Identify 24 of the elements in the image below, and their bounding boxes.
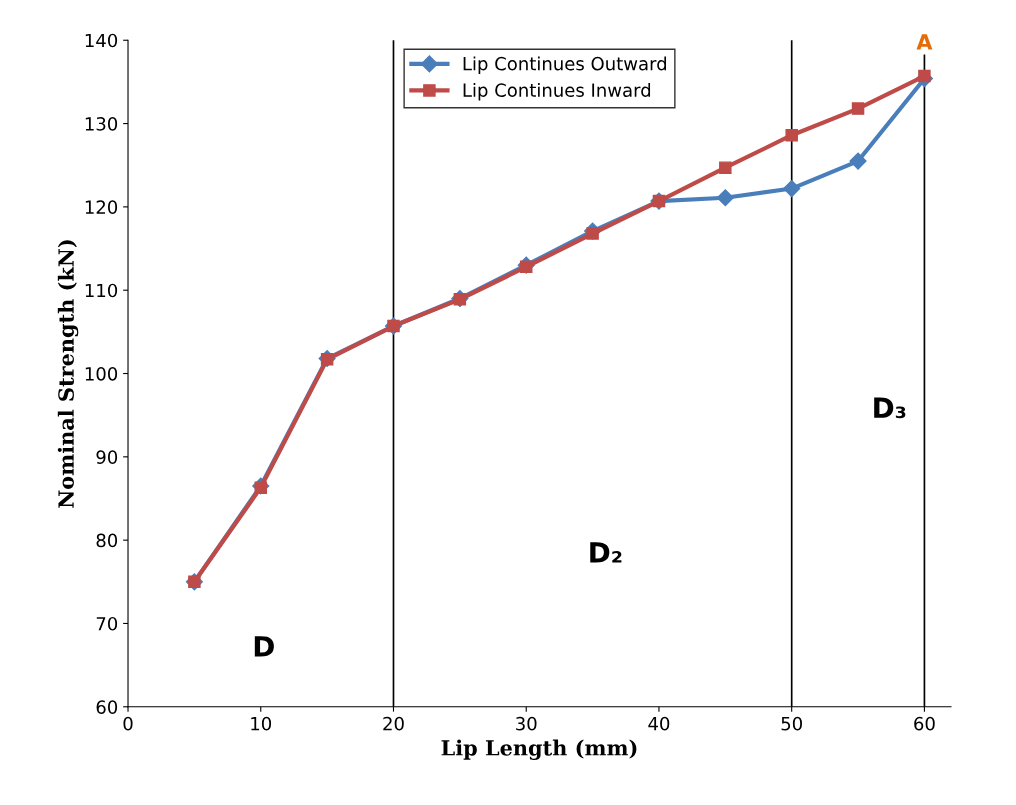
x-axis-title: Lip Length (mm) bbox=[441, 739, 637, 760]
y-tick-label: 100 bbox=[85, 366, 118, 381]
y-tick-label: 140 bbox=[85, 33, 118, 48]
annotation: A bbox=[916, 34, 933, 50]
x-tick-label: 10 bbox=[251, 716, 272, 731]
x-tick-label: 30 bbox=[516, 716, 537, 731]
legend-label: Lip Continues Outward bbox=[463, 56, 667, 74]
y-axis-title: Nominal Strength (kN) bbox=[57, 240, 79, 508]
annotation: D₃ bbox=[874, 397, 906, 419]
y-tick-label: 120 bbox=[85, 200, 118, 214]
x-tick-label: 60 bbox=[914, 716, 935, 731]
y-tick-label: 90 bbox=[96, 450, 118, 464]
y-tick-label: 70 bbox=[96, 616, 118, 631]
x-tick-label: 0 bbox=[123, 716, 133, 731]
y-tick-label: 80 bbox=[96, 533, 118, 548]
y-tick-label: 110 bbox=[85, 283, 118, 298]
annotation: D₂ bbox=[590, 542, 622, 563]
y-tick-label: 130 bbox=[85, 117, 118, 131]
legend-label: Lip Continues Inward bbox=[463, 83, 651, 101]
annotation: D bbox=[254, 636, 274, 657]
y-tick-label: 60 bbox=[96, 700, 118, 714]
x-tick-label: 50 bbox=[781, 716, 802, 731]
x-tick-label: 20 bbox=[383, 716, 404, 731]
x-tick-label: 40 bbox=[648, 716, 670, 731]
